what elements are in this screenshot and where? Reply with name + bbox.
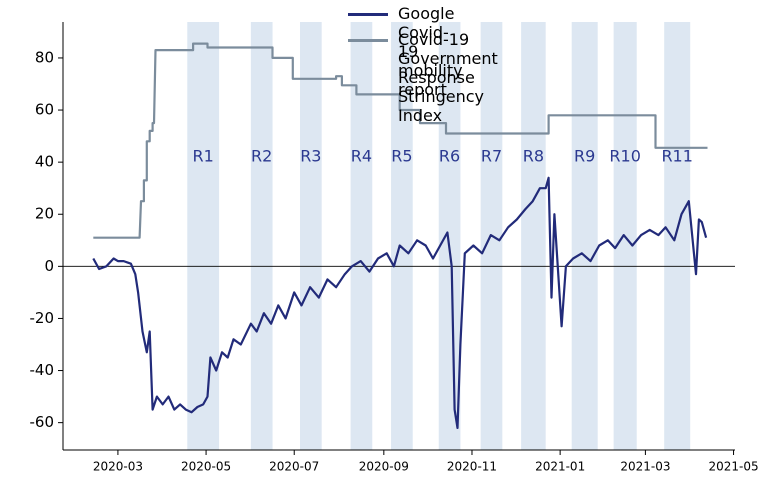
region-label: R9 xyxy=(574,147,595,166)
region xyxy=(187,22,220,450)
region-label: R2 xyxy=(251,147,272,166)
region-label: R11 xyxy=(661,147,692,166)
region-label: R5 xyxy=(391,147,412,166)
y-tick-label: -60 xyxy=(30,413,55,431)
x-tick-label: 2020-11 xyxy=(447,460,497,474)
region xyxy=(391,22,413,450)
x-tick-label: 2020-05 xyxy=(181,460,231,474)
region xyxy=(300,22,322,450)
region xyxy=(521,22,546,450)
region-label: R4 xyxy=(351,147,372,166)
x-tick-label: 2020-07 xyxy=(269,460,319,474)
region-label: R7 xyxy=(481,147,502,166)
legend-swatch xyxy=(348,13,388,16)
region-label: R6 xyxy=(439,147,460,166)
region-label: R3 xyxy=(300,147,321,166)
x-tick-label: 2021-05 xyxy=(708,460,758,474)
y-tick-label: 20 xyxy=(35,205,54,223)
region-label: R1 xyxy=(193,147,214,166)
legend-label: Covid-19 Government Response Stringency … xyxy=(398,30,498,125)
region xyxy=(664,22,691,450)
region xyxy=(350,22,373,450)
y-tick-label: 0 xyxy=(44,257,54,275)
legend-swatch xyxy=(348,39,388,42)
x-tick-label: 2021-03 xyxy=(620,460,670,474)
region xyxy=(571,22,598,450)
legend-entry: Covid-19 Government Response Stringency … xyxy=(348,30,498,125)
series-line xyxy=(93,42,708,239)
series-line xyxy=(92,176,708,429)
region-label: R8 xyxy=(523,147,544,166)
legend-label: Google Covid-19 mobility report xyxy=(398,4,463,99)
region xyxy=(438,22,461,450)
y-tick-label: -40 xyxy=(30,361,55,379)
y-tick-label: -20 xyxy=(30,309,55,327)
region-label: R10 xyxy=(609,147,640,166)
x-tick-label: 2021-01 xyxy=(535,460,585,474)
region xyxy=(250,22,273,450)
y-tick-label: 60 xyxy=(35,101,54,119)
y-tick-label: 40 xyxy=(35,153,54,171)
y-tick-label: 80 xyxy=(35,48,54,66)
x-tick-label: 2020-09 xyxy=(359,460,409,474)
x-tick-label: 2020-03 xyxy=(93,460,143,474)
legend-entry: Google Covid-19 mobility report xyxy=(348,4,463,99)
